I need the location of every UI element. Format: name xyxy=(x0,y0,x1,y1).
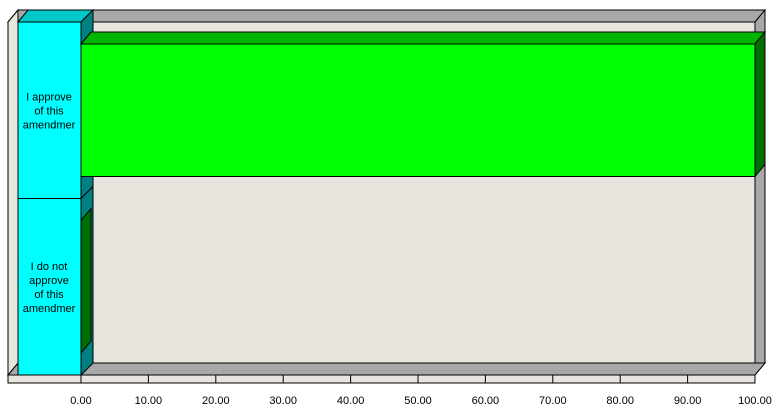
bar-side-face xyxy=(80,207,92,355)
x-tick-label: 40.00 xyxy=(337,395,365,407)
x-tick-label: 90.00 xyxy=(674,395,702,407)
category-label: approve xyxy=(29,275,69,287)
bar-front-face xyxy=(80,43,756,177)
category-panel xyxy=(17,21,82,199)
x-tick-label: 50.00 xyxy=(404,395,432,407)
category-label: of this xyxy=(34,105,64,117)
bar xyxy=(80,207,92,355)
x-tick-label: 20.00 xyxy=(202,395,230,407)
category-label: of this xyxy=(34,289,64,301)
plot-floor xyxy=(6,362,767,376)
category-label: I approve xyxy=(26,91,72,103)
category-panel-top xyxy=(16,9,95,23)
category-label: amendmer xyxy=(23,303,76,315)
x-tick-label: 70.00 xyxy=(539,395,567,407)
x-tick-label: 30.00 xyxy=(269,395,297,407)
category-panel xyxy=(17,198,82,376)
x-tick-label: 10.00 xyxy=(135,395,163,407)
bar-top-face xyxy=(79,31,767,45)
category-label: amendmer xyxy=(23,119,76,131)
x-axis-line xyxy=(7,374,756,384)
bar xyxy=(79,30,767,178)
plot-left-wall xyxy=(7,8,19,377)
category-label: I do not xyxy=(31,261,68,273)
x-tick-label: 80.00 xyxy=(606,395,634,407)
x-tick-label: 0.00 xyxy=(70,395,91,407)
x-tick-label: 60.00 xyxy=(472,395,500,407)
bar-side-face xyxy=(754,30,766,178)
plot-top-depth xyxy=(6,9,767,23)
x-tick-label: 100.00 xyxy=(738,395,772,407)
